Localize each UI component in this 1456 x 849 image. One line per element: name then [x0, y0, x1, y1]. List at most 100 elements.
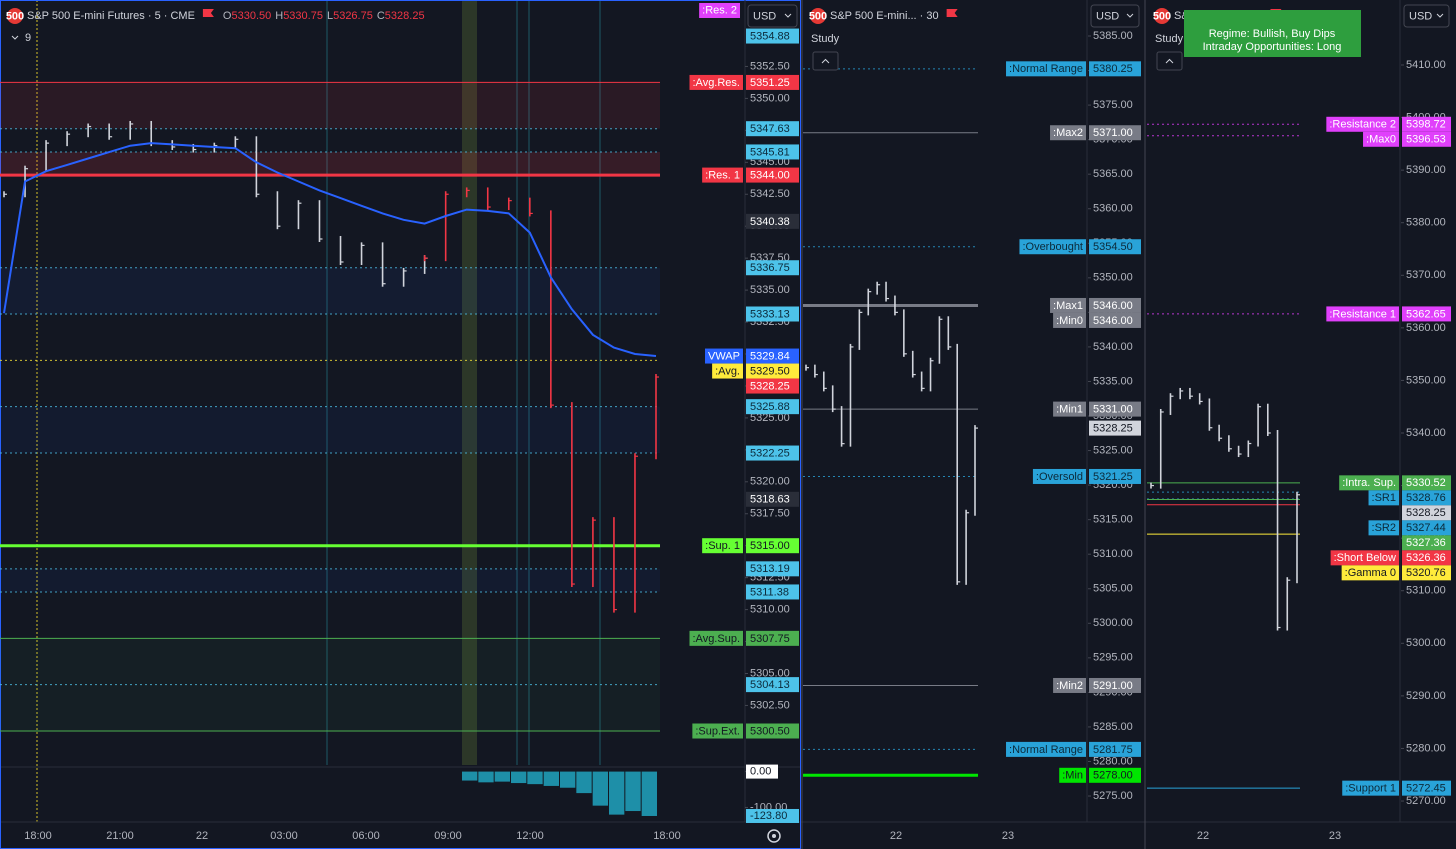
y-tick-label: 5340.00 [1406, 427, 1446, 439]
settings-icon-core[interactable] [772, 834, 776, 838]
collapse-chevron[interactable] [1165, 58, 1174, 64]
y-tick-label: 5295.00 [1093, 652, 1133, 664]
price-box [1089, 420, 1141, 436]
level-name-box [692, 723, 743, 739]
dropdown-chevron[interactable] [784, 13, 792, 18]
x-tick-label: 22 [1197, 830, 1209, 842]
currency-dropdown[interactable]: USD [747, 4, 798, 28]
collapse-button[interactable] [812, 51, 839, 71]
currency-dropdown[interactable]: USD [1403, 4, 1450, 28]
collapse-chevron[interactable] [821, 58, 830, 64]
level-label: 5278.00:Min [1059, 767, 1141, 783]
y-tick-label: 5335.00 [1093, 375, 1133, 387]
currency-label[interactable]: USD [753, 10, 776, 22]
dropdown-chevron[interactable] [1436, 13, 1444, 18]
price-box-label: 5354.88 [750, 30, 790, 42]
symbol-logo-text: 500 [1153, 10, 1171, 22]
level-label: 5322.25 [746, 445, 799, 461]
price-box-label: 5313.19 [750, 563, 790, 575]
symbol-logo [1154, 8, 1170, 24]
level-zone [0, 406, 660, 454]
alert-flag [946, 9, 958, 17]
level-label: 5380.25:Normal Range [1006, 61, 1141, 77]
pane-toggle[interactable]: 9 [25, 32, 31, 44]
level-label: 5351.25:Avg.Res. [689, 74, 799, 90]
level-name: VWAP [708, 350, 740, 362]
oscillator-bar [494, 771, 510, 782]
currency-box[interactable] [1090, 4, 1140, 28]
level-name: :Min1 [1056, 404, 1083, 416]
level-label: 5336.75 [746, 260, 799, 276]
level-name: :Short Below [1334, 552, 1396, 564]
price-box-label: 5351.25 [750, 77, 790, 89]
currency-box[interactable] [747, 4, 798, 28]
price-box [1089, 767, 1141, 783]
y-tick-label: 5380.00 [1406, 217, 1446, 229]
level-label: 5300.50:Sup.Ext. [692, 723, 799, 739]
level-name-box [1050, 297, 1086, 313]
oscillator-bar [478, 771, 494, 783]
price-box-label: 5329.50 [750, 365, 790, 377]
price-box [1089, 125, 1141, 141]
price-box [1089, 468, 1141, 484]
price-box-label: 5336.75 [750, 262, 790, 274]
y-tick-label: 0.00 [750, 765, 771, 777]
currency-label[interactable]: USD [1096, 10, 1119, 22]
y-tick-label: 5390.00 [1406, 164, 1446, 176]
y-tick-label: 5315.00 [1093, 514, 1133, 526]
price-box [1402, 550, 1451, 566]
price-box-label: 5347.63 [750, 123, 790, 135]
level-label: 5281.75:Normal Range [1006, 741, 1141, 757]
price-box [1402, 535, 1451, 551]
level-label: 5272.45:Support 1 [1342, 780, 1451, 796]
price-box [1402, 505, 1451, 521]
level-label: 5396.53:Max0 [1363, 131, 1451, 147]
settings-icon[interactable] [767, 829, 781, 843]
currency-box[interactable] [1403, 4, 1450, 28]
zero-box [746, 764, 778, 779]
level-name-box [1326, 116, 1399, 132]
price-box [1402, 780, 1451, 796]
level-label: 5313.19 [746, 561, 799, 577]
price-box-label: 5329.84 [750, 350, 790, 362]
price-box [746, 348, 799, 364]
level-label: 5320.76:Gamma 0 [1341, 565, 1451, 581]
level-label: 5329.50:Avg. [712, 363, 799, 379]
settings-button[interactable] [767, 829, 781, 843]
oscillator-bar [576, 771, 592, 794]
level-name-box [1053, 401, 1086, 417]
level-name: :Resistance 1 [1329, 308, 1396, 320]
price-box-label: 5278.00 [1093, 770, 1133, 782]
currency-label[interactable]: USD [1409, 10, 1432, 22]
level-name: :Max1 [1053, 300, 1083, 312]
price-box [1402, 131, 1451, 147]
level-label: 5346.00:Min0 [1053, 312, 1141, 328]
currency-dropdown[interactable]: USD [1090, 4, 1140, 28]
top-tag-box [699, 3, 740, 18]
level-name: :Min2 [1056, 680, 1083, 692]
y-tick-label: 5360.00 [1406, 322, 1446, 334]
dropdown-chevron[interactable] [1126, 13, 1134, 18]
toggle-chevron[interactable] [11, 35, 19, 40]
collapse-button[interactable] [1156, 51, 1183, 71]
level-label: 5340.38 [746, 213, 799, 229]
price-box-label: 5371.00 [1093, 127, 1133, 139]
level-label: 5307.75 :Avg.Sup. [689, 630, 799, 646]
x-tick-label: 18:00 [24, 830, 52, 842]
price-box-label: 5328.25 [1406, 507, 1446, 519]
y-tick-label: 5360.00 [1093, 203, 1133, 215]
price-box-label: 5307.75 [750, 633, 790, 645]
level-label: 5345.81 [746, 144, 799, 160]
level-label: 5371.00:Max2 [1050, 125, 1141, 141]
price-box [746, 213, 799, 229]
level-zone [0, 568, 660, 592]
level-label: 5321.25:Oversold [1032, 468, 1141, 484]
price-box [1402, 565, 1451, 581]
price-box-label: 5327.44 [1406, 522, 1446, 534]
level-name: :Avg.Sup. [693, 633, 741, 645]
y-tick-label: 5317.50 [750, 508, 790, 520]
y-tick-label: 5385.00 [1093, 30, 1133, 42]
oscillator-bar [560, 771, 576, 788]
level-label: 5326.36:Short Below [1330, 550, 1451, 566]
